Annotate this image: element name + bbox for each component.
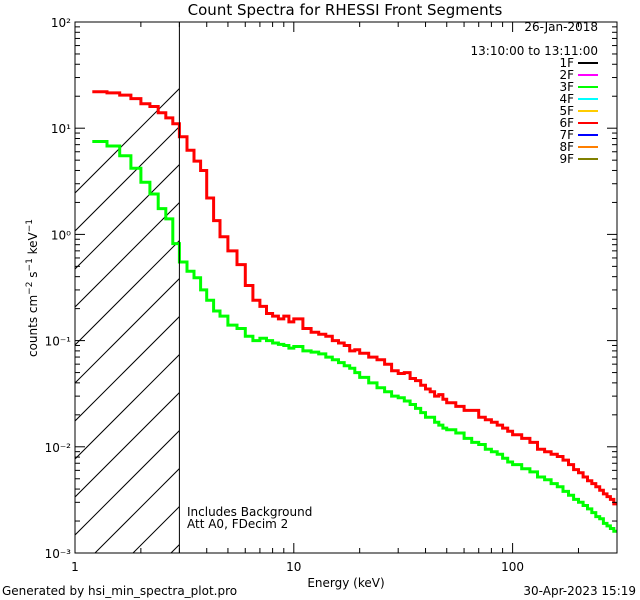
hatch-line	[75, 429, 180, 536]
chart-title: Count Spectra for RHESSI Front Segments	[188, 1, 503, 19]
legend-label-1F: 1F	[559, 56, 574, 70]
series-6F	[92, 90, 617, 506]
y-tick-label: 10⁰	[51, 228, 71, 242]
x-axis-label: Energy (keV)	[307, 576, 384, 590]
y-tick-label: 10⁻³	[45, 547, 72, 561]
x-tick-label: 10	[286, 560, 301, 574]
hatch-line	[75, 201, 180, 308]
axes: 1 10 100 10² 10¹ 10⁰ 10⁻¹ 10⁻² 10⁻³	[45, 16, 618, 574]
y-tick-label: 10¹	[51, 122, 71, 136]
legend-time-range: 13:10:00 to 13:11:00	[471, 44, 598, 58]
legend-label-3F: 3F	[559, 80, 574, 94]
y-axis-label: counts cm−2 s−1 keV−1	[25, 219, 40, 357]
annotation-background: Includes Background	[187, 505, 312, 519]
x-tick-label: 1	[71, 560, 79, 574]
footer-timestamp: 30-Apr-2023 15:19	[523, 584, 636, 598]
legend-label-4F: 4F	[559, 92, 574, 106]
legend-label-8F: 8F	[559, 140, 574, 154]
y-tick-label: 10⁻¹	[45, 335, 72, 349]
legend-label-5F: 5F	[559, 104, 574, 118]
series-layer	[92, 90, 617, 533]
legend-label-9F: 9F	[559, 152, 574, 166]
y-tick-label: 10⁻²	[45, 441, 72, 455]
hatch-line	[75, 239, 180, 346]
hatch-line	[75, 391, 180, 498]
x-tick-label: 100	[501, 560, 524, 574]
footer-generated-by: Generated by hsi_min_spectra_plot.pro	[2, 584, 237, 598]
legend: 26-Jan-2018 13:10:00 to 13:11:00 1F2F3F4…	[471, 20, 598, 166]
legend-label-6F: 6F	[559, 116, 574, 130]
annotations: Includes Background Att A0, FDecim 2	[187, 505, 312, 531]
series-3F	[92, 140, 617, 533]
legend-date: 26-Jan-2018	[524, 20, 598, 34]
legend-label-7F: 7F	[559, 128, 574, 142]
y-tick-label: 10²	[51, 16, 71, 30]
legend-label-2F: 2F	[559, 68, 574, 82]
plot-frame	[74, 21, 618, 554]
hatch-line	[75, 277, 180, 384]
annotation-attenuator: Att A0, FDecim 2	[187, 517, 288, 531]
